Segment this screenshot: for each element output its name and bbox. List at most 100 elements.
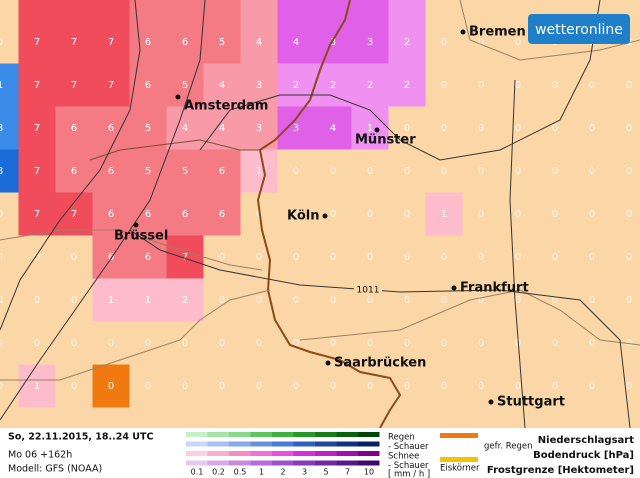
cell-value: 0	[478, 338, 484, 349]
cell-value: 0	[404, 123, 410, 134]
cell-value: 6	[71, 166, 77, 177]
cell-value: 0	[441, 338, 447, 349]
cell-value: 0	[34, 295, 40, 306]
cell-value: 6	[219, 209, 225, 220]
scale-label: 0.2	[212, 468, 225, 477]
cell-value: 0	[441, 295, 447, 306]
unit: [ mm / h ]	[388, 470, 430, 478]
cell-value: 7	[34, 209, 40, 220]
cell-value: 0	[293, 209, 299, 220]
cell-value: 0	[293, 166, 299, 177]
cell-value: 0	[441, 37, 447, 48]
cell	[166, 149, 204, 193]
cell	[129, 278, 167, 322]
cell-value: 6	[108, 252, 114, 263]
cell-value: 4	[219, 80, 225, 91]
cell	[92, 0, 130, 64]
scale-label: 0.1	[191, 468, 204, 477]
city-label: Köln	[287, 209, 320, 224]
cell-value: 0	[552, 123, 558, 134]
cell-value: 3	[330, 37, 336, 48]
legend-swatch	[186, 441, 208, 447]
legend-swatch	[250, 432, 272, 437]
cell-value: 0	[515, 166, 521, 177]
cell-value: 8	[0, 166, 3, 177]
legend-title: Bodendruck [hPa]	[533, 450, 634, 461]
cell-value: 0	[145, 381, 151, 392]
legend-swatch	[186, 432, 208, 437]
cell	[277, 0, 315, 64]
cell-value: 6	[219, 166, 225, 177]
cell	[92, 364, 130, 408]
cell-value: 1	[108, 295, 114, 306]
cell-value: 6	[145, 252, 151, 263]
city-dot	[175, 94, 181, 100]
cell-value: 6	[71, 123, 77, 134]
cell-value: 0	[108, 338, 114, 349]
cell	[18, 63, 56, 107]
legend-row: Regen	[388, 433, 415, 443]
cell-value: 0	[182, 338, 188, 349]
cell	[129, 106, 167, 150]
legend-swatch	[336, 460, 358, 466]
cell	[129, 0, 167, 64]
cell-value: 1	[34, 381, 40, 392]
cell-value: 0	[441, 166, 447, 177]
cell-value: 0	[256, 252, 262, 263]
cell-value: 0	[441, 80, 447, 91]
city-label: Bremen	[469, 25, 526, 40]
cell	[351, 63, 389, 107]
cell-value: 0	[552, 80, 558, 91]
cell-value: 0	[293, 381, 299, 392]
ice-pellets-swatch	[440, 457, 478, 462]
run: Mo 06 +162h	[8, 450, 72, 461]
cell-value: 0	[404, 209, 410, 220]
cell-value: 7	[34, 123, 40, 134]
cell-value: 4	[182, 123, 188, 134]
cell-value: 7	[182, 252, 188, 263]
cell-value: 0	[182, 381, 188, 392]
cell-value: 7	[34, 80, 40, 91]
city-dot	[133, 222, 139, 228]
cell-value: 0	[293, 338, 299, 349]
cell-value: 1	[145, 295, 151, 306]
cell-value: 0	[552, 295, 558, 306]
cell	[314, 106, 352, 150]
cell-value: 0	[478, 80, 484, 91]
cell-value: 5	[145, 123, 151, 134]
cell-value: 7	[71, 209, 77, 220]
cell-value: 0	[515, 295, 521, 306]
cell	[18, 149, 56, 193]
cell	[92, 235, 130, 279]
cell	[203, 192, 241, 236]
cell	[129, 192, 167, 236]
cell	[166, 278, 204, 322]
cell-value: 0	[552, 381, 558, 392]
legend-swatch	[272, 451, 294, 456]
city-label: Brüssel	[114, 229, 168, 244]
cell-value: 0	[589, 252, 595, 263]
cell-value: 7	[108, 80, 114, 91]
cell	[18, 364, 56, 408]
cell	[203, 149, 241, 193]
cell	[240, 0, 278, 64]
city-dot	[488, 399, 494, 405]
scale-label: 3	[302, 468, 307, 477]
date: So, 22.11.2015, 18..24 UTC	[8, 432, 153, 443]
cell-value: 0	[478, 295, 484, 306]
cell-value: 0	[404, 166, 410, 177]
cell	[388, 63, 426, 107]
cell-value: 0	[219, 338, 225, 349]
isobar-label-bg	[354, 283, 382, 296]
cell-value: 5	[182, 80, 188, 91]
cell-value: 0	[626, 166, 632, 177]
cell-value: 0	[552, 252, 558, 263]
legend-row: - Schauer	[388, 442, 429, 452]
cell-value: 3	[256, 80, 262, 91]
legend-row: - Schauer	[388, 461, 429, 471]
cell	[129, 149, 167, 193]
cell	[166, 192, 204, 236]
cell-value: 0	[404, 252, 410, 263]
cell-value: 0	[34, 338, 40, 349]
cell	[314, 0, 352, 64]
